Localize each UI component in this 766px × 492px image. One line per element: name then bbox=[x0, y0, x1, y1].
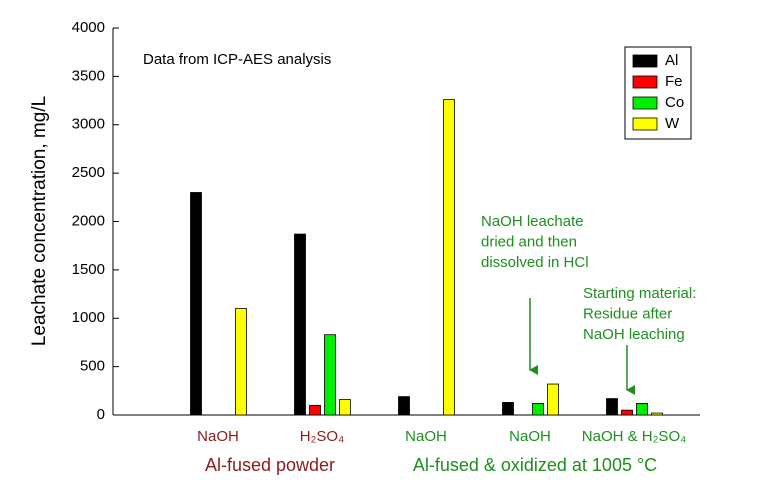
y-tick-label: 2500 bbox=[72, 164, 105, 181]
y-tick-label: 3000 bbox=[72, 116, 105, 133]
bar bbox=[294, 233, 306, 416]
y-tick-label: 500 bbox=[80, 358, 105, 375]
legend-label: W bbox=[665, 115, 680, 132]
legend-swatch bbox=[632, 117, 658, 131]
bar bbox=[502, 402, 514, 416]
group-label: Al-fused & oxidized at 1005 °C bbox=[413, 455, 657, 475]
y-tick-label: 1000 bbox=[72, 309, 105, 326]
bar bbox=[339, 399, 351, 416]
annotation: Data from ICP-AES analysis bbox=[143, 51, 331, 68]
y-tick-label: 2000 bbox=[72, 212, 105, 229]
x-tick-label: H₂SO₄ bbox=[300, 428, 344, 445]
bar bbox=[532, 402, 544, 416]
bar bbox=[443, 99, 455, 416]
bar bbox=[398, 396, 410, 416]
legend-label: Fe bbox=[665, 73, 683, 90]
x-tick-label: NaOH & H₂SO₄ bbox=[582, 428, 686, 445]
legend-swatch bbox=[632, 96, 658, 110]
annotation: Residue after bbox=[583, 305, 672, 322]
group-label: Al-fused powder bbox=[205, 455, 335, 475]
legend-label: Al bbox=[665, 52, 678, 69]
legend-swatch bbox=[632, 75, 658, 89]
bar bbox=[309, 404, 321, 416]
bar bbox=[235, 308, 247, 416]
annotation: NaOH leachate bbox=[481, 213, 584, 230]
annotation: dissolved in HCl bbox=[481, 254, 589, 271]
y-tick-label: 4000 bbox=[72, 19, 105, 36]
x-tick-label: NaOH bbox=[197, 428, 239, 445]
bar bbox=[636, 402, 648, 416]
y-tick-label: 0 bbox=[97, 406, 105, 423]
y-tick-label: 1500 bbox=[72, 261, 105, 278]
annotation: dried and then bbox=[481, 233, 577, 250]
legend-swatch bbox=[632, 54, 658, 68]
legend-label: Co bbox=[665, 94, 684, 111]
bar bbox=[190, 192, 202, 416]
bar bbox=[606, 398, 618, 416]
bar bbox=[621, 409, 633, 416]
x-tick-label: NaOH bbox=[405, 428, 447, 445]
y-tick-label: 3500 bbox=[72, 67, 105, 84]
annotation: NaOH leaching bbox=[583, 326, 685, 343]
x-tick-label: NaOH bbox=[509, 428, 551, 445]
y-axis-label: Leachate concentration, mg/L bbox=[29, 96, 50, 346]
bar bbox=[324, 334, 336, 416]
bar bbox=[547, 383, 559, 416]
annotation: Starting material: bbox=[583, 285, 696, 302]
bar bbox=[651, 412, 663, 416]
